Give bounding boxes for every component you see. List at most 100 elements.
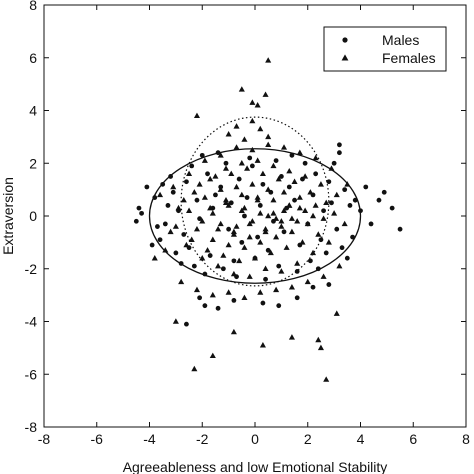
x-tick-label: 0 (251, 431, 259, 447)
male-point (244, 195, 250, 200)
male-point (307, 258, 313, 264)
female-point (336, 262, 343, 269)
female-point (225, 131, 232, 137)
female-point (249, 117, 256, 124)
female-point (288, 334, 295, 340)
female-point (207, 204, 214, 211)
male-point (265, 247, 271, 253)
female-point (341, 220, 348, 227)
female-point (270, 210, 277, 216)
female-point (317, 181, 324, 187)
female-point (254, 196, 261, 203)
male-point (389, 205, 395, 211)
male-point (278, 174, 284, 179)
male-point (170, 189, 176, 195)
female-point (296, 194, 303, 200)
male-point (260, 181, 266, 187)
male-point (173, 250, 179, 256)
female-point (157, 191, 164, 198)
male-point (347, 203, 353, 208)
male-point (315, 266, 321, 272)
female-point (265, 133, 272, 140)
female-point (217, 152, 224, 158)
female-point (315, 336, 322, 343)
female-point (238, 191, 245, 198)
female-point (309, 212, 317, 219)
male-point (326, 179, 332, 185)
male-point (329, 200, 334, 206)
legend-males-label: Males (382, 32, 419, 48)
male-point (339, 245, 345, 251)
male-point (310, 284, 316, 290)
female-point (304, 220, 311, 227)
female-point (249, 146, 256, 153)
female-point (280, 207, 288, 213)
male-point (157, 237, 163, 243)
female-point (270, 196, 277, 203)
male-point (228, 200, 234, 206)
female-point (273, 215, 280, 221)
male-point (289, 152, 295, 158)
male-point (363, 184, 369, 190)
female-point (309, 249, 317, 256)
female-point (265, 212, 272, 219)
y-tick-label: 8 (29, 0, 37, 13)
male-point (202, 303, 208, 309)
male-point (352, 197, 358, 203)
male-point (257, 203, 263, 208)
female-point (188, 236, 195, 242)
female-point (259, 170, 266, 177)
male-point (168, 174, 174, 179)
female-point (296, 149, 303, 155)
male-point (294, 295, 300, 301)
x-tick-label: -2 (196, 431, 209, 447)
male-point (242, 213, 247, 219)
male-point (160, 181, 166, 187)
male-point (302, 160, 308, 166)
female-point (262, 91, 269, 97)
female-point (193, 112, 201, 119)
female-point (251, 255, 259, 261)
male-point (231, 258, 237, 264)
female-point (199, 218, 206, 224)
female-point (217, 186, 224, 192)
male-point (368, 221, 374, 227)
y-tick-label: 2 (29, 155, 37, 171)
female-point (151, 255, 158, 261)
female-point (246, 233, 253, 240)
female-point (225, 289, 232, 295)
female-point (167, 228, 174, 235)
legend-females-label: Females (382, 50, 436, 66)
female-point (320, 273, 327, 279)
male-point (197, 216, 203, 222)
male-point (281, 229, 287, 235)
male-point (344, 255, 350, 261)
males-ellipse (148, 148, 362, 284)
male-point (342, 187, 348, 193)
female-point (241, 244, 248, 250)
female-point (296, 204, 303, 211)
female-point (262, 225, 269, 232)
male-point (323, 250, 329, 256)
male-point (231, 298, 237, 303)
female-point (304, 278, 311, 285)
female-point (333, 191, 340, 198)
y-tick-label: -6 (25, 366, 38, 382)
male-point (286, 184, 292, 190)
female-point (178, 278, 185, 285)
female-point (317, 344, 324, 351)
female-point (249, 181, 256, 187)
female-point (302, 207, 309, 213)
male-point (326, 282, 332, 287)
male-point (313, 171, 319, 177)
female-point (183, 241, 190, 248)
female-point (212, 173, 219, 179)
female-point (230, 328, 237, 335)
female-point (170, 183, 177, 190)
female-point (241, 294, 248, 301)
male-point (381, 189, 387, 195)
female-point (186, 207, 193, 213)
male-point (194, 197, 200, 203)
y-tick-label: -2 (25, 261, 38, 277)
female-point (278, 223, 285, 229)
